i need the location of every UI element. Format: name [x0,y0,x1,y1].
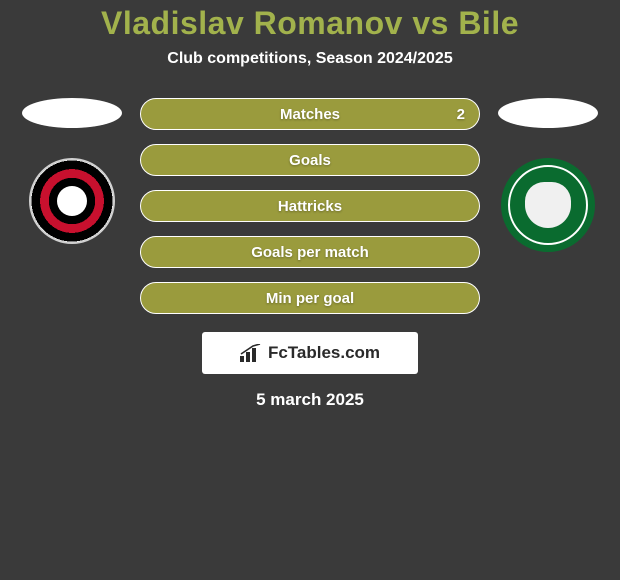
brand-inner: FcTables.com [240,343,380,363]
stat-row-hattricks: Hattricks [140,190,480,222]
player-left-avatar [22,98,122,128]
comparison-card: Vladislav Romanov vs Bile Club competiti… [0,0,620,410]
stat-label: Hattricks [278,198,342,215]
club-badge-left-center [57,186,87,216]
footer-date: 5 march 2025 [256,390,364,410]
brand-text: FcTables.com [268,343,380,363]
brand-box: FcTables.com [202,332,418,374]
club-badge-left [29,158,115,244]
page-title: Vladislav Romanov vs Bile [101,5,519,42]
player-left-col [22,98,122,244]
club-badge-right-eagle [525,182,571,228]
stat-row-matches: Matches 2 [140,98,480,130]
player-right-avatar [498,98,598,128]
main-row: Matches 2 Goals Hattricks Goals per matc… [0,98,620,314]
bar-chart-icon [240,344,262,362]
stat-row-min-per-goal: Min per goal [140,282,480,314]
club-badge-right-ring [508,165,588,245]
subtitle: Club competitions, Season 2024/2025 [167,50,452,68]
stats-column: Matches 2 Goals Hattricks Goals per matc… [140,98,480,314]
stat-label: Matches [280,106,340,123]
stat-row-goals-per-match: Goals per match [140,236,480,268]
stat-label: Goals per match [251,244,369,261]
player-right-col [498,98,598,252]
stat-label: Min per goal [266,290,354,307]
stat-label: Goals [289,152,331,169]
stat-row-goals: Goals [140,144,480,176]
club-badge-right [501,158,595,252]
stat-right-value: 2 [457,106,465,123]
